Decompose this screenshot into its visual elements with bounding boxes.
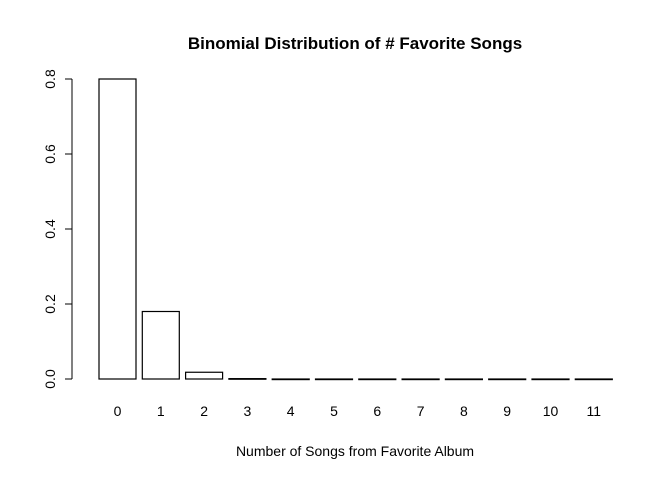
x-tick-label: 9 (503, 403, 511, 419)
bar-0 (98, 78, 137, 380)
chart-title: Binomial Distribution of # Favorite Song… (188, 34, 522, 53)
bar-9 (488, 378, 527, 381)
bar-1 (141, 310, 180, 380)
bar-7 (401, 378, 440, 381)
bar-5 (314, 378, 354, 381)
x-tick-label: 7 (417, 403, 425, 419)
x-tick-label: 2 (200, 403, 208, 419)
x-tick-label: 6 (373, 403, 381, 419)
bars (98, 78, 613, 381)
x-tick-label: 11 (587, 403, 602, 419)
x-tick-label: 10 (543, 403, 559, 419)
bar-3 (228, 378, 267, 380)
bar-6 (358, 378, 397, 381)
y-tick-label: 0.0 (42, 369, 58, 389)
bar-11 (574, 378, 613, 381)
x-tick-label: 0 (114, 403, 122, 419)
x-tick-label: 1 (157, 403, 165, 419)
y-tick-label: 0.2 (42, 294, 58, 314)
y-tick-label: 0.4 (42, 219, 58, 239)
y-axis: 0.0 0.2 0.4 0.6 0.8 (42, 69, 73, 389)
y-tick-label: 0.6 (42, 144, 58, 164)
bar-10 (531, 378, 570, 381)
x-tick-label: 3 (244, 403, 252, 419)
x-tick-labels: 0 1 2 3 4 5 6 7 8 9 10 11 (114, 403, 602, 419)
y-tick-label: 0.8 (42, 69, 58, 89)
x-tick-label: 5 (330, 403, 338, 419)
x-tick-label: 8 (460, 403, 468, 419)
x-axis-label: Number of Songs from Favorite Album (236, 443, 474, 459)
bar-8 (444, 378, 483, 381)
x-tick-label: 4 (287, 403, 295, 419)
bar-4 (271, 378, 310, 381)
bar-2 (185, 371, 224, 380)
